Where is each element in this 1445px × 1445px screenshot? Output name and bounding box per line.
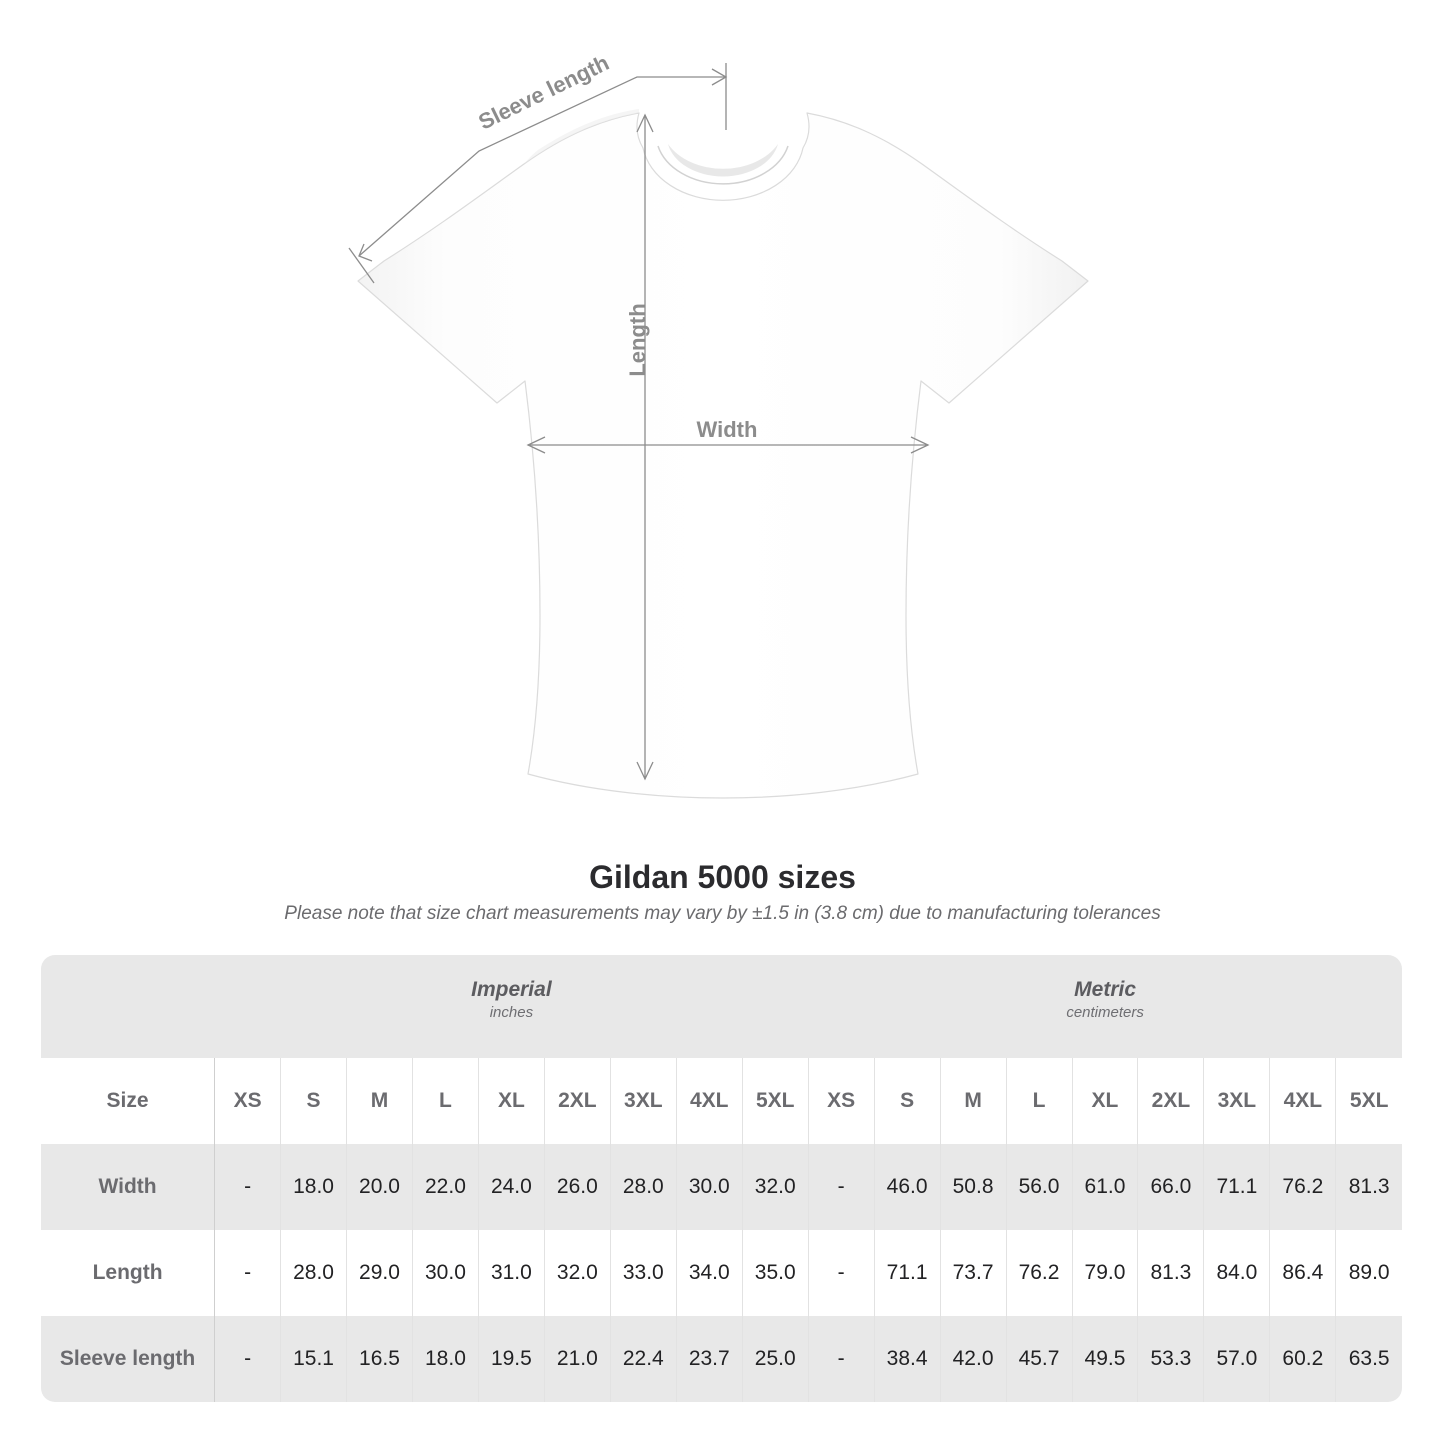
- svg-text:Width: Width: [697, 417, 758, 442]
- svg-text:Length: Length: [625, 303, 650, 376]
